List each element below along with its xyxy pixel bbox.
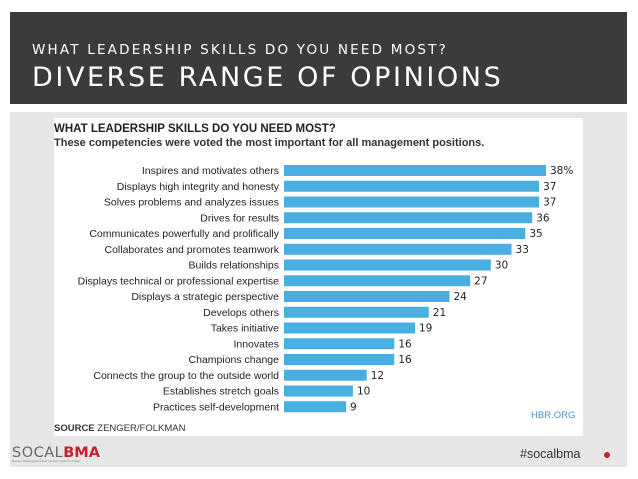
bar: [284, 385, 353, 397]
value-label: 35: [529, 228, 542, 240]
category-label: Displays high integrity and honesty: [117, 181, 280, 193]
bar: [284, 212, 533, 224]
slide-title: DIVERSE RANGE OF OPINIONS: [32, 62, 504, 93]
category-label: Champions change: [189, 354, 280, 366]
category-label: Solves problems and analyzes issues: [104, 197, 279, 209]
chart-title: WHAT LEADERSHIP SKILLS DO YOU NEED MOST?: [54, 123, 336, 135]
logo-social: SOCAL: [12, 445, 64, 461]
category-label: Develops others: [203, 307, 279, 319]
bar: [284, 243, 512, 255]
category-label: Collaborates and promotes teamwork: [104, 244, 279, 256]
category-label: Innovates: [233, 338, 279, 350]
bar: [284, 401, 347, 413]
source-text: ZENGER/FOLKMAN: [97, 423, 186, 434]
category-label: Displays technical or professional exper…: [78, 275, 280, 287]
logo-bma: BMA: [63, 445, 100, 461]
category-label: Establishes stretch goals: [163, 386, 279, 398]
bar: [284, 196, 540, 208]
bar: [284, 338, 395, 350]
value-label: 37: [543, 181, 556, 193]
bar: [284, 259, 491, 271]
value-label: 24: [453, 291, 467, 303]
footer-bar: [10, 439, 627, 467]
category-label: Communicates powerfully and prolifically: [89, 228, 279, 240]
red-dot-icon: [604, 452, 610, 458]
value-label: 9: [350, 401, 357, 413]
source-line: SOURCE ZENGER/FOLKMAN: [54, 423, 185, 434]
value-label: 27: [474, 275, 487, 287]
category-label: Takes initiative: [211, 323, 279, 335]
category-label: Builds relationships: [189, 260, 279, 272]
category-label: Drives for results: [200, 212, 279, 224]
chart-subtitle: These competencies were voted the most i…: [54, 137, 485, 149]
chart-card: WHAT LEADERSHIP SKILLS DO YOU NEED MOST?…: [54, 118, 583, 436]
value-label: 33: [516, 244, 529, 256]
value-label: 36: [536, 212, 550, 224]
source-label: SOURCE: [54, 423, 95, 434]
bar: [284, 291, 450, 302]
value-label: 10: [357, 386, 370, 398]
category-label: Connects the group to the outside world: [93, 370, 279, 382]
slide-kicker: WHAT LEADERSHIP SKILLS DO YOU NEED MOST?: [32, 42, 448, 58]
bar: [284, 275, 471, 287]
value-label: 38%: [550, 165, 573, 177]
category-label: Inspires and motivates others: [142, 165, 279, 177]
hashtag: #socalbma: [520, 447, 581, 461]
value-label: 16: [398, 354, 412, 366]
value-label: 19: [419, 323, 432, 335]
category-label: Displays a strategic perspective: [131, 291, 279, 303]
slide-header: WHAT LEADERSHIP SKILLS DO YOU NEED MOST?…: [10, 12, 627, 104]
bar: [284, 322, 415, 334]
value-label: 30: [495, 260, 508, 272]
bar: [284, 369, 367, 381]
bar: [284, 354, 395, 365]
bar: [284, 306, 429, 318]
bar: [284, 165, 546, 176]
bar: [284, 180, 540, 192]
value-label: 21: [433, 307, 446, 319]
socalbma-logo: SOCALBMA Business Marketing Association …: [12, 444, 110, 464]
logo-tagline: Business Marketing Association | Souther…: [12, 460, 81, 463]
value-label: 37: [543, 197, 556, 209]
category-label: Practices self-development: [153, 401, 279, 413]
bar-chart: Inspires and motivates others 38% Displays…: [78, 165, 573, 413]
bar: [284, 228, 526, 239]
credit-label: HBR.ORG: [531, 410, 576, 421]
value-label: 12: [371, 370, 384, 382]
value-label: 16: [398, 338, 412, 350]
